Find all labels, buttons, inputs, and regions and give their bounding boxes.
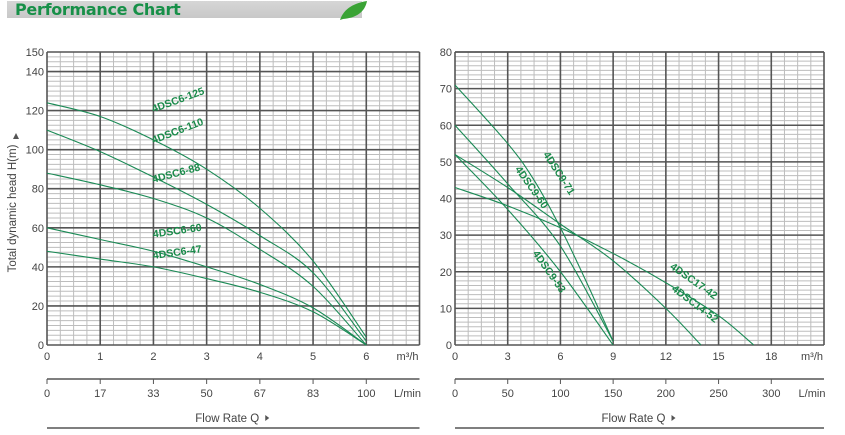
x2-tick-label: 50 [502, 388, 514, 400]
y-tick-label: 100 [26, 145, 44, 157]
arrow-up-icon [13, 133, 19, 139]
x2-unit-label: L/min [799, 388, 826, 400]
x2-tick-label: 83 [307, 388, 319, 400]
x-tick-label: 1 [97, 351, 103, 363]
y-tick-label: 150 [26, 47, 44, 59]
y-tick-label: 60 [32, 223, 44, 235]
x2-tick-label: 50 [201, 388, 213, 400]
x2-tick-label: 67 [254, 388, 266, 400]
x2-tick-label: 300 [762, 388, 780, 400]
series-line [454, 154, 614, 346]
x-unit-label: m³/h [397, 351, 419, 363]
y-axis-title: Total dynamic head H(m) [7, 144, 19, 272]
x-tick-label: 5 [310, 351, 316, 363]
series-line [454, 154, 702, 346]
x2-tick-label: 17 [94, 388, 106, 400]
y-tick-label: 80 [32, 184, 44, 196]
series-line [46, 250, 367, 346]
x2-tick-label: 150 [604, 388, 622, 400]
y-tick-label: 20 [440, 267, 452, 279]
y-tick-label: 60 [440, 120, 452, 132]
y-tick-label: 10 [440, 303, 452, 315]
y-tick-label: 30 [440, 230, 452, 242]
x-tick-label: 3 [505, 351, 511, 363]
x2-tick-label: 250 [709, 388, 727, 400]
x2-unit-label: L/min [394, 388, 421, 400]
x-tick-label: 2 [150, 351, 156, 363]
x2-tick-label: 100 [551, 388, 569, 400]
series-label: 4DSC6-88 [151, 161, 202, 185]
x-unit-label: m³/h [801, 351, 823, 363]
y-tick-label: 140 [26, 67, 44, 79]
leaf-icon [340, 1, 367, 20]
y-tick-label: 50 [440, 157, 452, 169]
y-tick-label: 80 [440, 47, 452, 59]
x-axis-title: Flow Rate Q [602, 413, 666, 425]
series-line [46, 129, 367, 342]
x-tick-label: 12 [660, 351, 672, 363]
y-tick-label: 0 [38, 340, 44, 352]
series-line [46, 102, 367, 338]
x2-tick-label: 33 [147, 388, 159, 400]
y-tick-label: 120 [26, 106, 44, 118]
series-line [46, 227, 367, 346]
x-tick-label: 3 [204, 351, 210, 363]
page-title: Performance Chart [15, 0, 181, 19]
x-tick-label: 9 [610, 351, 616, 363]
arrow-right-icon [671, 415, 676, 421]
x-tick-label: 0 [44, 351, 50, 363]
x2-tick-label: 0 [44, 388, 50, 400]
x-tick-label: 18 [765, 351, 777, 363]
y-tick-label: 20 [32, 301, 44, 313]
x-tick-label: 4 [257, 351, 263, 363]
x-tick-label: 0 [452, 351, 458, 363]
arrow-right-icon [265, 415, 270, 421]
x-axis-title: Flow Rate Q [195, 413, 259, 425]
y-tick-label: 40 [32, 262, 44, 274]
x2-tick-label: 200 [657, 388, 675, 400]
x2-tick-label: 100 [357, 388, 375, 400]
series-line [454, 84, 614, 342]
x-tick-label: 15 [712, 351, 724, 363]
series-label: 4DSC6-47 [152, 243, 202, 262]
x-tick-label: 6 [557, 351, 563, 363]
series-line [46, 172, 367, 346]
header-bar: Performance Chart [7, 0, 362, 19]
series-line [454, 186, 755, 346]
y-tick-label: 40 [440, 194, 452, 206]
y-tick-label: 0 [446, 340, 452, 352]
x-tick-label: 6 [363, 351, 369, 363]
y-tick-label: 70 [440, 84, 452, 96]
x2-tick-label: 0 [452, 388, 458, 400]
